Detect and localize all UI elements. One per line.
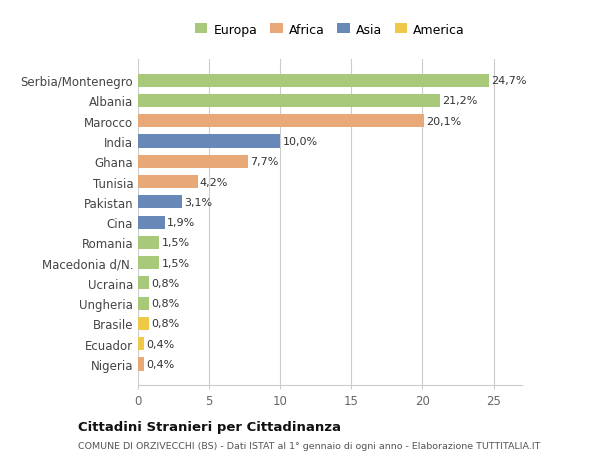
- Text: 10,0%: 10,0%: [283, 137, 317, 147]
- Text: 0,8%: 0,8%: [152, 278, 180, 288]
- Bar: [138, 358, 143, 371]
- Text: 1,9%: 1,9%: [167, 218, 196, 228]
- Text: 1,5%: 1,5%: [161, 258, 190, 268]
- Bar: [138, 297, 149, 310]
- Text: 4,2%: 4,2%: [200, 177, 228, 187]
- Bar: [138, 176, 198, 189]
- Bar: [138, 156, 248, 168]
- Text: 24,7%: 24,7%: [491, 76, 527, 86]
- Text: 7,7%: 7,7%: [250, 157, 278, 167]
- Bar: [138, 95, 440, 108]
- Bar: [138, 196, 182, 209]
- Text: 0,4%: 0,4%: [146, 359, 174, 369]
- Bar: [138, 277, 149, 290]
- Bar: [138, 135, 280, 148]
- Text: 0,8%: 0,8%: [152, 298, 180, 308]
- Text: Cittadini Stranieri per Cittadinanza: Cittadini Stranieri per Cittadinanza: [78, 420, 341, 433]
- Text: 1,5%: 1,5%: [161, 238, 190, 248]
- Legend: Europa, Africa, Asia, America: Europa, Africa, Asia, America: [195, 23, 465, 37]
- Text: 21,2%: 21,2%: [442, 96, 477, 106]
- Text: 0,8%: 0,8%: [152, 319, 180, 329]
- Bar: [138, 236, 160, 249]
- Text: 0,4%: 0,4%: [146, 339, 174, 349]
- Bar: [138, 216, 165, 229]
- Bar: [138, 337, 143, 351]
- Bar: [138, 317, 149, 330]
- Bar: [138, 74, 489, 88]
- Text: 20,1%: 20,1%: [426, 117, 461, 127]
- Bar: [138, 257, 160, 269]
- Text: 3,1%: 3,1%: [184, 197, 212, 207]
- Bar: [138, 115, 424, 128]
- Text: COMUNE DI ORZIVECCHI (BS) - Dati ISTAT al 1° gennaio di ogni anno - Elaborazione: COMUNE DI ORZIVECCHI (BS) - Dati ISTAT a…: [78, 441, 541, 450]
